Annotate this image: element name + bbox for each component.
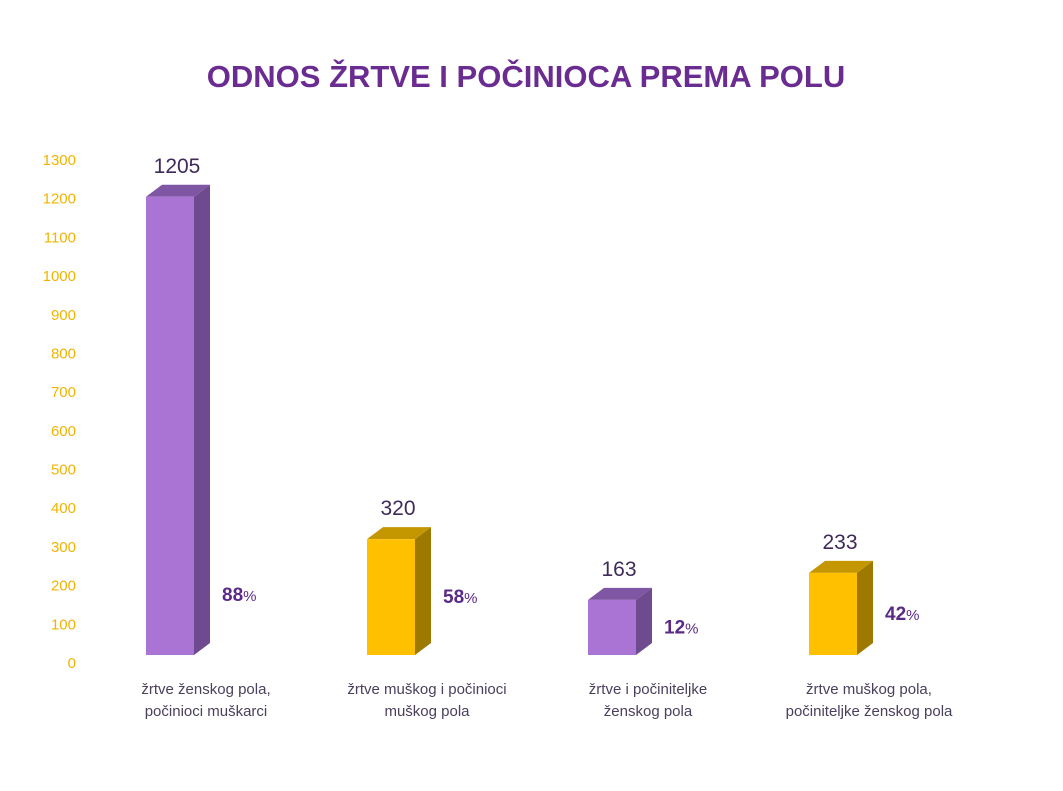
- category-label: žrtve muškog pola, počiniteljke ženskog p…: [786, 681, 953, 720]
- bar-value-label: 1205: [154, 155, 201, 178]
- y-tick-label: 100: [51, 616, 76, 633]
- y-tick-label: 500: [51, 462, 76, 479]
- y-tick-label: 1000: [43, 268, 76, 285]
- y-axis: 0 100 200 300 400 500 600 700 800 900 1000 1100 1200…: [43, 152, 76, 672]
- y-tick-label: 1100: [44, 229, 76, 246]
- y-tick-label: 600: [51, 423, 76, 440]
- bar-side: [415, 527, 431, 655]
- y-tick-label: 800: [51, 345, 76, 362]
- bar-percent-label: 58%: [443, 587, 477, 608]
- bar-side: [194, 184, 210, 655]
- y-tick-label: 400: [51, 500, 76, 517]
- y-tick-label: 200: [51, 578, 76, 595]
- bar-top: [588, 587, 652, 600]
- bar: [146, 196, 194, 655]
- category-label: žrtve i počiniteljke ženskog pola: [589, 681, 707, 720]
- bar-value-label: 320: [380, 497, 415, 520]
- category-label: žrtve muškog i počinioci muškog pola: [347, 681, 506, 720]
- bar-side: [857, 560, 873, 655]
- y-tick-label: 1300: [43, 152, 76, 169]
- y-tick-label: 0: [68, 655, 76, 672]
- bar-value-label: 233: [822, 531, 857, 554]
- bar-top: [146, 184, 210, 197]
- bar-value-label: 163: [601, 558, 636, 581]
- bar: [367, 539, 415, 655]
- bar-top: [809, 560, 873, 573]
- bar: [809, 572, 857, 655]
- bar: [588, 599, 636, 655]
- bar-side: [636, 587, 652, 655]
- bar-percent-label: 42%: [885, 604, 919, 625]
- y-tick-label: 900: [51, 307, 76, 324]
- bar-percent-label: 88%: [222, 585, 256, 606]
- bars-group: [146, 184, 873, 655]
- y-tick-label: 700: [51, 384, 76, 401]
- y-tick-label: 300: [51, 539, 76, 556]
- labels-group: 1205 88% žrtve ženskog pola, počinioci mušk…: [141, 155, 953, 720]
- chart-title: ODNOS ŽRTVE I POČINIOCA PREMA POLU: [207, 58, 845, 94]
- bar-percent-label: 12%: [664, 617, 698, 638]
- y-tick-label: 1200: [43, 191, 76, 208]
- category-label: žrtve ženskog pola, počinioci muškarci: [141, 681, 270, 720]
- bar-top: [367, 527, 431, 540]
